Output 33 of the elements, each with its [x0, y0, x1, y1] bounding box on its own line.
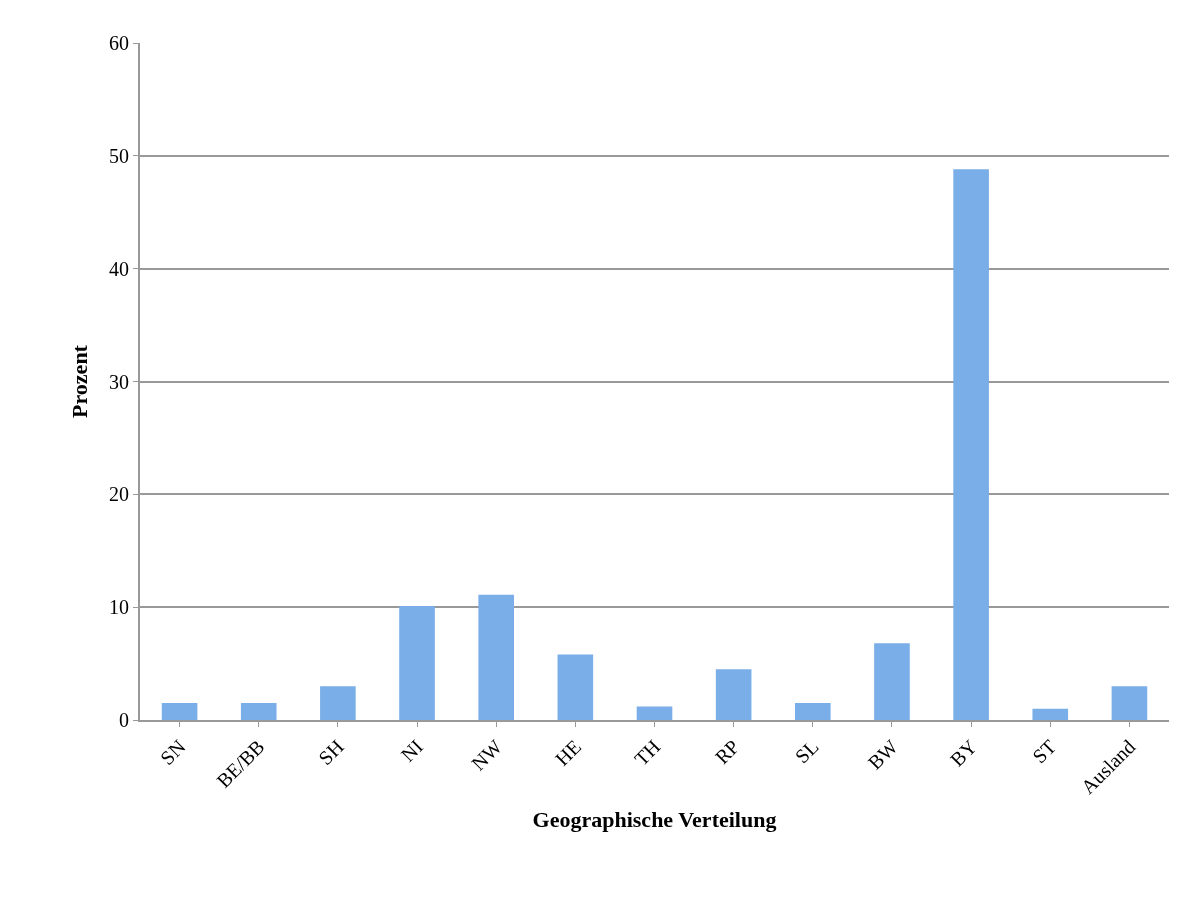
- bar: [557, 654, 594, 720]
- y-tick-label: 0: [119, 709, 129, 731]
- x-tick-label: BW: [863, 735, 902, 774]
- y-tick-label: 20: [109, 483, 129, 506]
- x-tick-label: HE: [550, 735, 586, 770]
- bar: [715, 669, 752, 720]
- bar: [795, 703, 831, 720]
- bar: [874, 643, 910, 720]
- y-tick-label: 30: [109, 370, 129, 393]
- y-tick-label: 60: [109, 32, 129, 54]
- bar: [953, 169, 989, 720]
- bar: [1111, 686, 1148, 720]
- x-axis-title: Geographische Verteilung: [532, 807, 777, 833]
- y-tick-label: 10: [109, 596, 129, 619]
- x-tick-label: SN: [155, 735, 190, 769]
- bar: [1032, 708, 1069, 720]
- x-tick-label: BY: [945, 735, 982, 771]
- bar: [161, 703, 198, 720]
- bar: [240, 703, 277, 720]
- bar: [478, 594, 514, 720]
- x-tick-label: NI: [396, 735, 427, 766]
- x-tick-label: RP: [710, 735, 744, 769]
- y-tick-label: 50: [109, 144, 129, 167]
- bar: [320, 686, 356, 720]
- x-tick-label: SH: [314, 735, 348, 769]
- x-tick-label: ST: [1028, 735, 1061, 768]
- x-tick-label: TH: [629, 735, 665, 770]
- y-tick-label: 40: [109, 257, 129, 280]
- y-axis-title: Prozent: [67, 344, 93, 418]
- x-tick-label: NW: [466, 735, 507, 775]
- bar: [399, 606, 435, 720]
- bar: [636, 706, 673, 720]
- x-tick-label: SL: [790, 735, 823, 768]
